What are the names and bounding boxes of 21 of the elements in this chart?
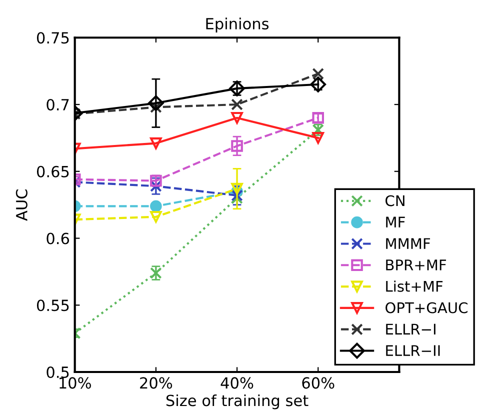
chart-title: Epinions: [206, 18, 269, 32]
legend-label: BPR+MF: [386, 260, 446, 270]
legend-label: List+MF: [386, 280, 443, 292]
legend-label: MMMF: [386, 238, 430, 249]
y-tick-label: 0.75: [36, 32, 69, 44]
legend-label: ELLR−II: [386, 345, 440, 356]
y-tick-label: 0.6: [46, 232, 70, 244]
x-tick-label: 20%: [140, 377, 172, 389]
x-tick-label: 10%: [60, 377, 91, 389]
x-tick-label: 60%: [302, 377, 334, 389]
x-tick-label: 40%: [220, 377, 254, 389]
y-tick-label: 0.65: [36, 166, 69, 178]
y-tick-label: 0.7: [46, 98, 69, 111]
x-axis-title: Size of training set: [166, 394, 308, 410]
y-tick-label: 0.5: [46, 366, 69, 378]
legend-label: OPT+GAUC: [386, 302, 468, 314]
legend-label: CN: [386, 195, 404, 206]
legend-label: ELLR−I: [386, 324, 436, 334]
legend-label: MF: [386, 216, 405, 228]
y-tick-label: 0.55: [36, 300, 69, 312]
y-axis-title: AUC: [16, 189, 28, 221]
